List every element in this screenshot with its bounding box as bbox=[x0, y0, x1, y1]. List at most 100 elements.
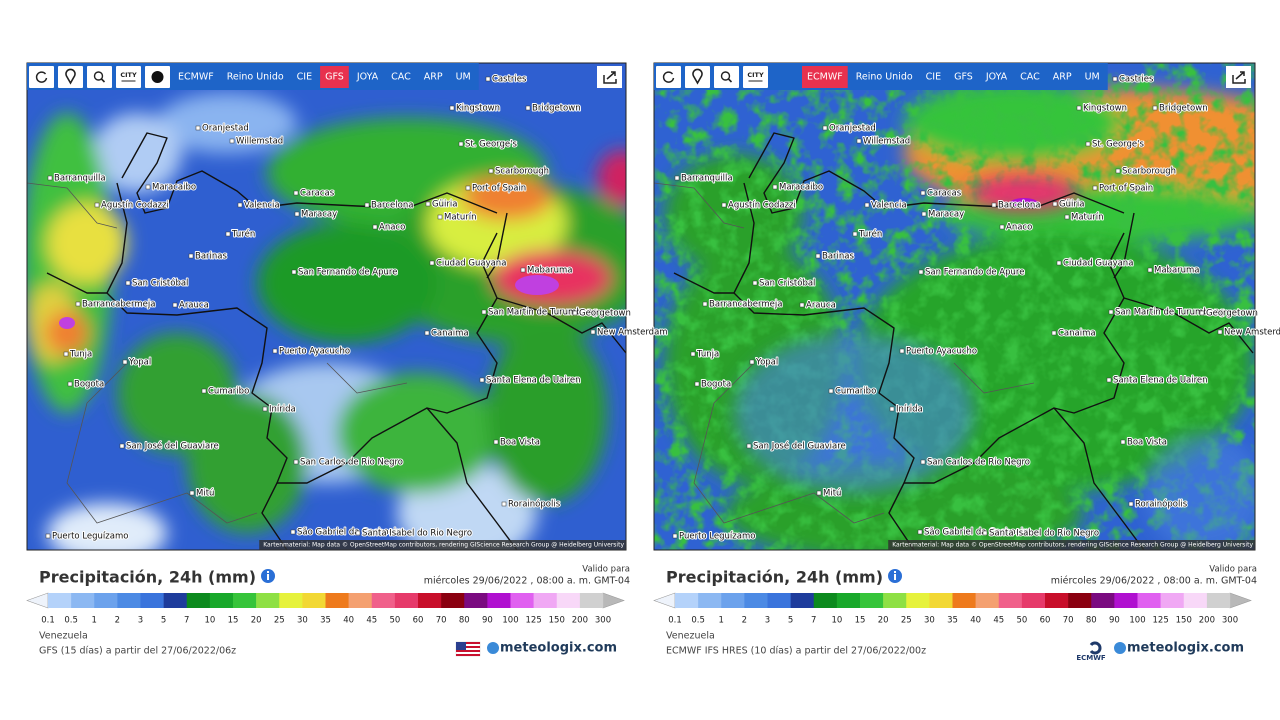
model-button-label[interactable]: ARP bbox=[1053, 72, 1072, 83]
model-button[interactable]: ECMWF bbox=[802, 66, 848, 88]
logo[interactable]: meteologix.com bbox=[1127, 641, 1244, 656]
scale-label: 80 bbox=[459, 616, 470, 626]
city-label: Puerto Leguízamo bbox=[52, 532, 128, 542]
model-button-label[interactable]: UM bbox=[1085, 72, 1100, 83]
icon-button-zoom[interactable] bbox=[714, 66, 739, 88]
model-button-label[interactable]: Reino Unido bbox=[227, 72, 284, 83]
scale-label: 30 bbox=[297, 616, 308, 626]
model-button-label[interactable]: CAC bbox=[391, 72, 411, 83]
model-button[interactable]: CIE bbox=[921, 66, 946, 88]
model-button-label[interactable]: GFS bbox=[325, 72, 344, 83]
icon-box[interactable] bbox=[29, 66, 54, 88]
model-button[interactable]: ARP bbox=[1048, 66, 1077, 88]
icon-box[interactable] bbox=[656, 66, 681, 88]
info-icon-dot bbox=[267, 571, 270, 573]
city-label: Oranjestad bbox=[202, 124, 249, 134]
model-button[interactable]: CIE bbox=[292, 66, 317, 88]
model-button[interactable]: ECMWF bbox=[173, 66, 219, 88]
model-button-label[interactable]: ECMWF bbox=[807, 72, 843, 83]
icon-box[interactable] bbox=[116, 66, 141, 88]
model-button[interactable]: UM bbox=[1080, 66, 1105, 88]
city-marker bbox=[1120, 439, 1126, 445]
city-icon-label[interactable]: CITY bbox=[747, 71, 764, 79]
dot-icon[interactable] bbox=[151, 71, 164, 83]
scale-segment bbox=[860, 593, 884, 608]
model-button[interactable]: Reino Unido bbox=[851, 66, 918, 88]
scale-label: 10 bbox=[831, 616, 842, 626]
model-button[interactable]: Reino Unido bbox=[222, 66, 289, 88]
model-button[interactable]: UM bbox=[451, 66, 476, 88]
model-button-label[interactable]: JOYA bbox=[985, 72, 1008, 83]
model-button[interactable]: CAC bbox=[1015, 66, 1045, 88]
model-button[interactable]: GFS bbox=[320, 66, 349, 88]
icon-button-refresh[interactable] bbox=[656, 66, 681, 88]
scale-label: 80 bbox=[1086, 616, 1097, 626]
icon-box[interactable] bbox=[58, 66, 83, 88]
city-label: Willemstad bbox=[863, 137, 910, 147]
city-label: Scarborough bbox=[495, 167, 549, 177]
model-button-label[interactable]: GFS bbox=[954, 72, 973, 83]
model-button-label[interactable]: ECMWF bbox=[178, 72, 214, 83]
pin-icon[interactable] bbox=[65, 68, 76, 85]
scale-label: 40 bbox=[970, 616, 981, 626]
icon-button-city[interactable]: CITY bbox=[743, 66, 768, 88]
region: Venezuela bbox=[666, 631, 715, 642]
model-button[interactable]: JOYA bbox=[981, 66, 1012, 88]
attribution-bg bbox=[259, 540, 626, 550]
city-marker bbox=[493, 439, 499, 445]
icon-button-city[interactable]: CITY bbox=[116, 66, 141, 88]
scale-label: 125 bbox=[1153, 616, 1169, 626]
refresh-icon[interactable] bbox=[35, 71, 48, 83]
model-button-label[interactable]: CIE bbox=[926, 72, 941, 83]
share-icon[interactable] bbox=[603, 71, 617, 84]
share-button[interactable] bbox=[1226, 66, 1251, 88]
model-button[interactable]: CAC bbox=[386, 66, 416, 88]
model-button-bg[interactable] bbox=[802, 66, 848, 88]
scale-label: 15 bbox=[855, 616, 866, 626]
pin-icon[interactable] bbox=[692, 68, 703, 85]
zoom-handle[interactable] bbox=[100, 78, 106, 83]
city-marker bbox=[1199, 310, 1205, 316]
icon-button-pin[interactable] bbox=[58, 66, 83, 88]
model-button-label[interactable]: UM bbox=[456, 72, 471, 83]
icon-box[interactable] bbox=[743, 66, 768, 88]
city-icon-label[interactable]: CITY bbox=[120, 71, 137, 79]
icon-button-pin[interactable] bbox=[685, 66, 710, 88]
city-marker bbox=[201, 388, 207, 394]
model-button-label[interactable]: CAC bbox=[1020, 72, 1040, 83]
share-button[interactable] bbox=[597, 66, 622, 88]
icon-box[interactable] bbox=[714, 66, 739, 88]
scale-segment bbox=[1160, 593, 1185, 608]
model-button-label[interactable]: ARP bbox=[424, 72, 443, 83]
scale-label: 90 bbox=[1109, 616, 1120, 626]
city-marker bbox=[864, 202, 870, 208]
model-button[interactable]: JOYA bbox=[352, 66, 383, 88]
zoom-icon[interactable] bbox=[720, 71, 731, 81]
icon-box[interactable] bbox=[685, 66, 710, 88]
city-marker bbox=[229, 138, 235, 144]
model-button-label[interactable]: CIE bbox=[297, 72, 312, 83]
model-button[interactable]: GFS bbox=[949, 66, 978, 88]
city-marker bbox=[816, 490, 822, 496]
info-icon-glyph bbox=[267, 574, 270, 580]
city-marker bbox=[291, 269, 297, 275]
zoom-icon[interactable] bbox=[93, 71, 104, 81]
icon-button-refresh[interactable] bbox=[29, 66, 54, 88]
model-button-label[interactable]: JOYA bbox=[356, 72, 379, 83]
logo[interactable]: meteologix.com bbox=[500, 641, 617, 656]
model-button-bg[interactable] bbox=[320, 66, 349, 88]
icon-box[interactable] bbox=[87, 66, 112, 88]
city-marker bbox=[702, 301, 708, 307]
scale-segment bbox=[675, 593, 699, 608]
city-label: San Fernando de Apure bbox=[298, 268, 397, 278]
valid-time: miércoles 29/06/2022 , 08:00 a. m. GMT-0… bbox=[424, 576, 630, 587]
model-button[interactable]: ARP bbox=[419, 66, 448, 88]
icon-button-dot[interactable] bbox=[145, 66, 170, 88]
zoom-handle[interactable] bbox=[727, 78, 733, 83]
city-marker bbox=[119, 443, 125, 449]
model-button-label[interactable]: Reino Unido bbox=[856, 72, 913, 83]
icon-button-zoom[interactable] bbox=[87, 66, 112, 88]
refresh-icon[interactable] bbox=[662, 71, 675, 83]
city-marker bbox=[293, 190, 299, 196]
share-icon[interactable] bbox=[1232, 71, 1246, 84]
